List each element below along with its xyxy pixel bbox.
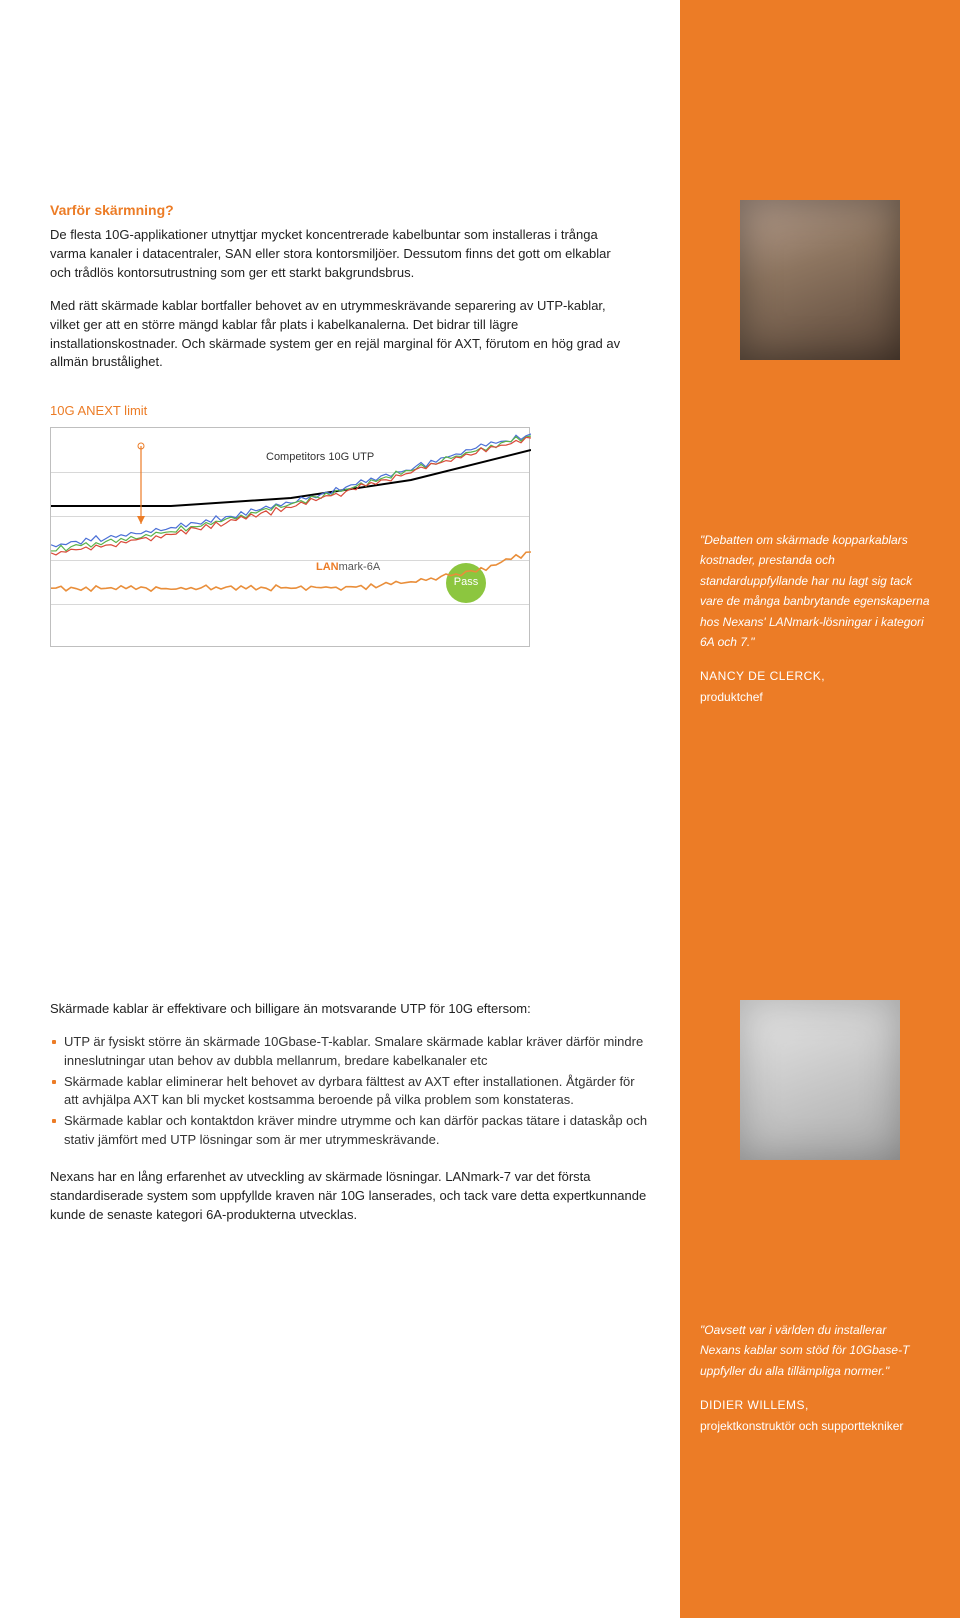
chart-title: 10G ANEXT limit: [50, 402, 630, 421]
lower-section: Skärmade kablar är effektivare och billi…: [50, 1000, 650, 1238]
quote-text: "Oavsett var i världen du installerar Ne…: [700, 1320, 930, 1381]
intro-section: Varför skärmning? De flesta 10G-applikat…: [50, 200, 630, 647]
closing-paragraph: Nexans har en lång erfarenhet av utveckl…: [50, 1168, 650, 1225]
quote-role: projektkonstruktör och supporttekniker: [700, 1416, 930, 1436]
portrait-didier: [740, 1000, 900, 1160]
bullets-list: UTP är fysiskt större än skärmade 10Gbas…: [50, 1033, 650, 1150]
quote-didier: "Oavsett var i världen du installerar Ne…: [700, 1320, 930, 1436]
bullets-lead: Skärmade kablar är effektivare och billi…: [50, 1000, 650, 1019]
quote-nancy: "Debatten om skärmade kopparkablars kost…: [700, 530, 930, 707]
quote-text: "Debatten om skärmade kopparkablars kost…: [700, 530, 930, 652]
portrait-nancy: [740, 200, 900, 360]
bullet-item: Skärmade kablar och kontaktdon kräver mi…: [50, 1112, 650, 1150]
anext-chart: Competitors 10G UTP LANmark-6A Pass: [50, 427, 530, 647]
chart-svg: [51, 428, 531, 648]
intro-paragraph-1: De flesta 10G-applikationer utnyttjar my…: [50, 226, 630, 283]
bullet-item: Skärmade kablar eliminerar helt behovet …: [50, 1073, 650, 1111]
quote-name: DIDIER WILLEMS,: [700, 1395, 930, 1415]
quote-name: NANCY DE CLERCK,: [700, 666, 930, 686]
section-heading: Varför skärmning?: [50, 200, 630, 220]
bullet-item: UTP är fysiskt större än skärmade 10Gbas…: [50, 1033, 650, 1071]
limit-arrow: [137, 443, 145, 524]
intro-paragraph-2: Med rätt skärmade kablar bortfaller beho…: [50, 297, 630, 372]
quote-role: produktchef: [700, 687, 930, 707]
